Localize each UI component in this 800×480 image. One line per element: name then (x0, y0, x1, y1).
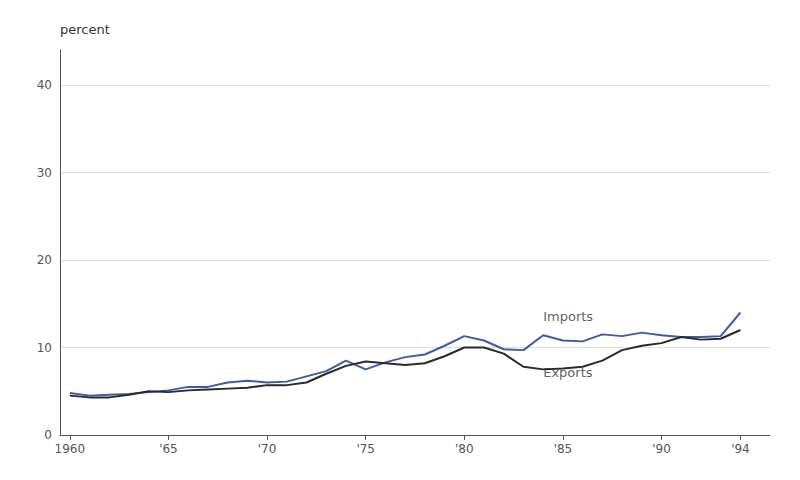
svg-text:30: 30 (37, 166, 52, 180)
svg-text:Exports: Exports (543, 365, 593, 380)
svg-text:'85: '85 (554, 442, 573, 456)
svg-text:10: 10 (37, 341, 52, 355)
svg-text:'94: '94 (731, 442, 750, 456)
svg-text:1960: 1960 (55, 442, 86, 456)
svg-text:'75: '75 (356, 442, 375, 456)
svg-text:20: 20 (37, 253, 52, 267)
svg-text:percent: percent (60, 22, 110, 37)
svg-text:'80: '80 (455, 442, 474, 456)
svg-text:'65: '65 (159, 442, 178, 456)
svg-text:'70: '70 (258, 442, 277, 456)
svg-text:0: 0 (44, 428, 52, 442)
svg-text:'90: '90 (652, 442, 671, 456)
svg-text:40: 40 (37, 78, 52, 92)
svg-text:Imports: Imports (543, 309, 593, 324)
